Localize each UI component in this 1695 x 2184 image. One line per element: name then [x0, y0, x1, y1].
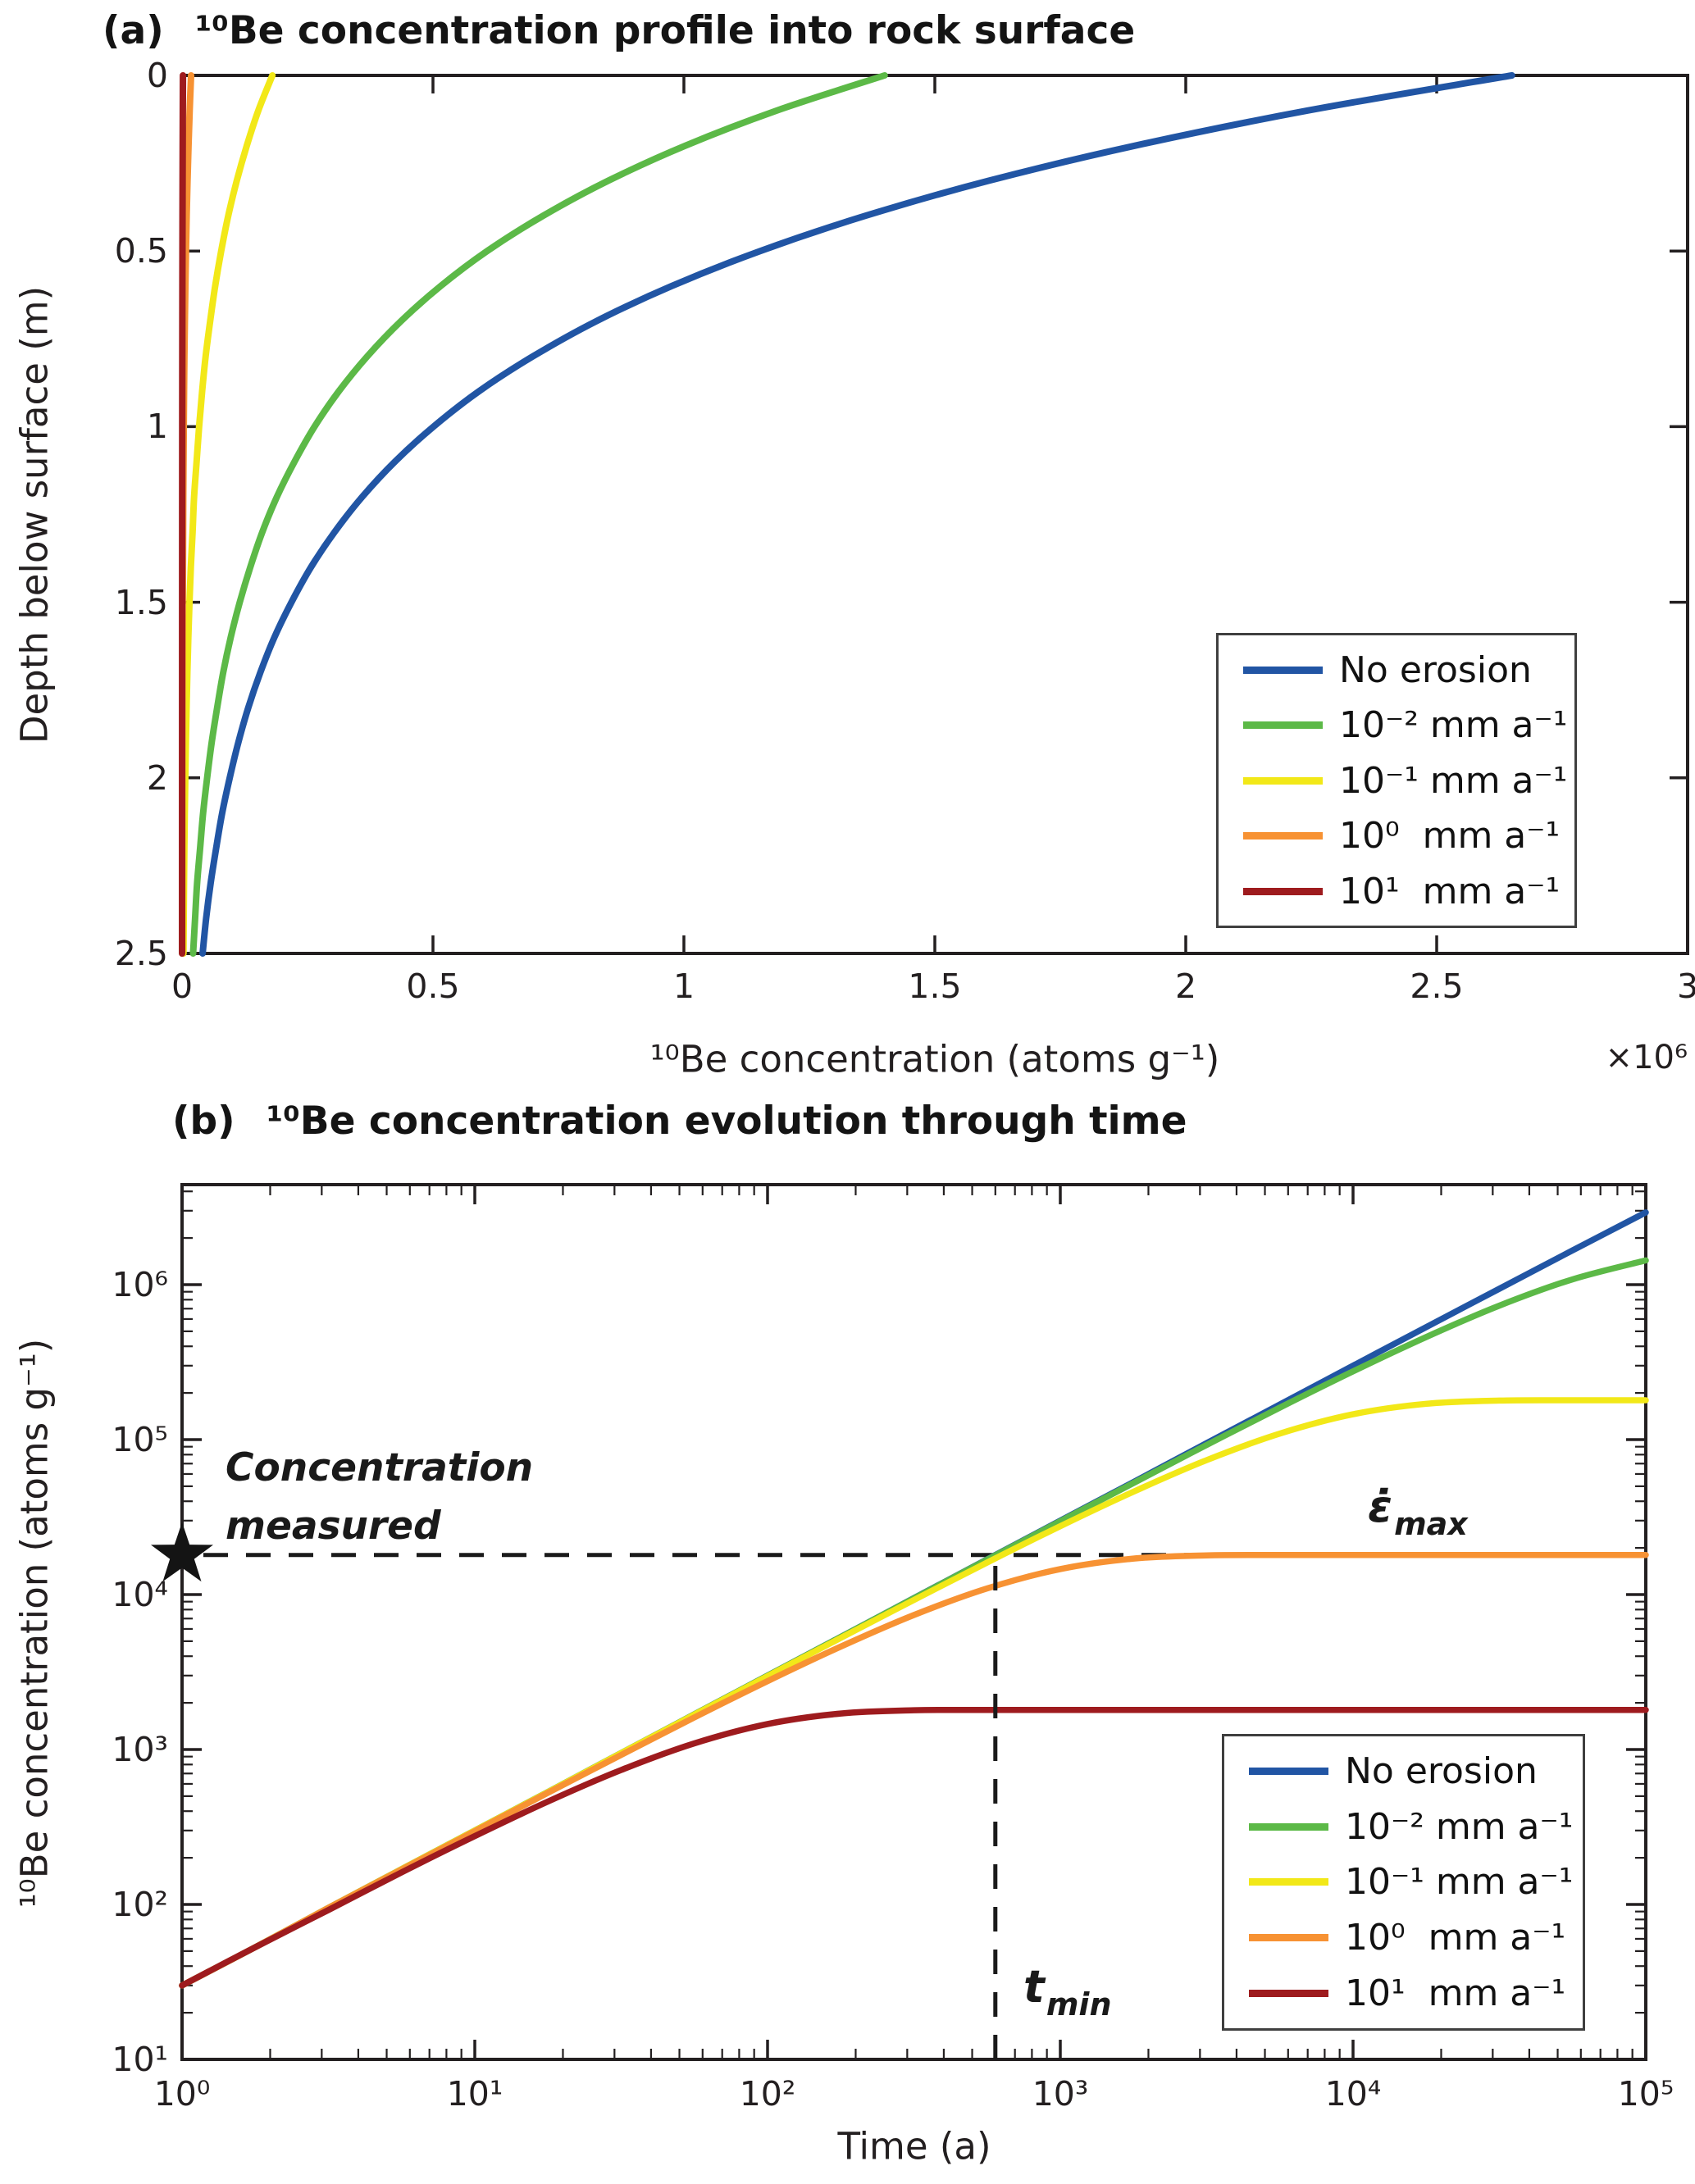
panel-a-xtick-label: 0.5 — [406, 967, 460, 1006]
panel-b-title-text: ¹⁰Be concentration evolution through tim… — [266, 1099, 1187, 1144]
legend-item-label: No erosion — [1345, 1749, 1538, 1792]
annotation-epsilon-max: ε̇max — [1368, 1481, 1468, 1542]
legend-panel-b: No erosion 10⁻² mm a⁻¹ 10⁻¹ mm a⁻¹ 10⁰ mm a… — [1222, 1734, 1585, 2031]
panel-a-ytick-label: 0.5 — [114, 231, 168, 271]
panel-b-xtick-label: 10⁵ — [1617, 2074, 1674, 2113]
legend-line-swatch — [1249, 1990, 1328, 1998]
legend-b-item-10-mm-a: 10⁰ mm a⁻¹ — [1224, 1917, 1583, 1959]
panel-b-ytick-label: 10⁶ — [112, 1265, 168, 1304]
panel-a-axis-multiplier: ×10⁶ — [1605, 1039, 1688, 1076]
t-symbol: t — [1023, 1961, 1045, 2013]
panel-b-xtick-label: 10¹ — [446, 2074, 503, 2113]
panel-b-ytick-label: 10¹ — [112, 2040, 168, 2079]
legend-a-item-10-mm-a: 10⁰ mm a⁻¹ — [1219, 815, 1574, 857]
legend-line-swatch — [1243, 666, 1323, 674]
panel-b-ytick-label: 10² — [112, 1885, 168, 1924]
legend-line-swatch — [1243, 721, 1323, 729]
panel-a-xtick-label: 2.5 — [1410, 967, 1464, 1006]
panel-a-ytick-label: 1 — [146, 407, 168, 447]
panel-a-ytick-label: 1.5 — [114, 582, 168, 622]
legend-b-item-10-mm-a: 10⁻¹ mm a⁻¹ — [1224, 1861, 1583, 1903]
panel-b-title: (b) ¹⁰Be concentration evolution through … — [172, 1099, 1187, 1144]
legend-line-swatch — [1249, 1878, 1328, 1886]
legend-item-label: 10⁰ mm a⁻¹ — [1339, 815, 1561, 857]
legend-item-label: No erosion — [1339, 648, 1532, 691]
panel-a-index-label: (a) — [103, 8, 164, 53]
legend-line-swatch — [1243, 776, 1323, 785]
panel-a-yaxis-label: Depth below surface (m) — [12, 285, 57, 744]
panel-a-xtick-label: 1.5 — [908, 967, 962, 1006]
panel-a-ytick-label: 2 — [146, 758, 168, 798]
legend-item-label: 10¹ mm a⁻¹ — [1345, 1972, 1566, 2015]
panel-a-xtick-label: 0 — [171, 967, 194, 1006]
legend-b-item-10-mm-a: 10⁻² mm a⁻¹ — [1224, 1806, 1583, 1848]
legend-line-swatch — [1249, 1767, 1328, 1775]
panel-a-ytick-label: 0 — [146, 56, 168, 95]
legend-line-swatch — [1249, 1822, 1328, 1831]
legend-b-item-no-erosion: No erosion — [1224, 1750, 1583, 1792]
legend-line-swatch — [1243, 887, 1323, 895]
legend-item-label: 10⁻² mm a⁻¹ — [1345, 1805, 1574, 1848]
panel-a-xtick-label: 2 — [1174, 967, 1197, 1006]
panel-a-ytick-label: 2.5 — [114, 934, 168, 973]
epsilon-dot-symbol: ε̇ — [1368, 1481, 1393, 1532]
panel-a-xtick-label: 1 — [672, 967, 695, 1006]
annotation-t-min: tmin — [1023, 1961, 1112, 2022]
panel-a-curve-no-erosion — [199, 72, 1515, 957]
legend-a-item-no-erosion: No erosion — [1219, 649, 1574, 691]
legend-a-item-10-mm-a: 10¹ mm a⁻¹ — [1219, 871, 1574, 912]
panel-b-ytick-label: 10⁴ — [112, 1575, 168, 1614]
legend-a-item-10-mm-a: 10⁻² mm a⁻¹ — [1219, 704, 1574, 746]
legend-panel-a: No erosion 10⁻² mm a⁻¹ 10⁻¹ mm a⁻¹ 10⁰ mm a… — [1216, 633, 1577, 928]
panel-b-yaxis-label: ¹⁰Be concentration (atoms g⁻¹) — [12, 1338, 57, 1909]
legend-item-label: 10¹ mm a⁻¹ — [1339, 870, 1561, 912]
panel-a-curve-10-mm-a — [189, 72, 888, 957]
legend-b-item-10-mm-a: 10¹ mm a⁻¹ — [1224, 1972, 1583, 2014]
panel-b-xaxis-label: Time (a) — [837, 2124, 991, 2168]
panel-a-xaxis-label: ¹⁰Be concentration (atoms g⁻¹) — [649, 1037, 1220, 1081]
panel-a-title-text: ¹⁰Be concentration profile into rock sur… — [194, 8, 1136, 53]
panel-b-curve-10-mm-a — [179, 1706, 1649, 1989]
panel-b-ytick-label: 10⁵ — [112, 1420, 168, 1459]
legend-line-swatch — [1249, 1934, 1328, 1942]
panel-b-ytick-label: 10³ — [112, 1730, 168, 1769]
legend-line-swatch — [1243, 832, 1323, 839]
panel-a-curve-10-mm-a — [180, 72, 276, 957]
panel-a-title: (a) ¹⁰Be concentration profile into rock … — [103, 8, 1135, 53]
panel-b-axes-box — [180, 1183, 1647, 2061]
panel-a-xtick-label: 3 — [1676, 967, 1695, 1006]
legend-a-item-10-mm-a: 10⁻¹ mm a⁻¹ — [1219, 760, 1574, 802]
panel-b-xtick-label: 10⁴ — [1324, 2074, 1382, 2113]
panel-a-curve-10-mm-a — [179, 72, 187, 957]
legend-item-label: 10⁰ mm a⁻¹ — [1345, 1917, 1566, 1959]
epsilon-max-subscript: max — [1394, 1506, 1468, 1542]
t-min-subscript: min — [1046, 1986, 1112, 2022]
panel-b-xtick-label: 10⁰ — [153, 2074, 211, 2113]
panel-b-xtick-label: 10³ — [1032, 2074, 1089, 2113]
panel-b-index-label: (b) — [172, 1099, 235, 1144]
measured-concentration-star-icon — [151, 1522, 213, 1582]
legend-item-label: 10⁻¹ mm a⁻¹ — [1345, 1861, 1574, 1904]
panel-b-xtick-label: 10² — [739, 2074, 796, 2113]
annotation-concentration-measured: Concentration measured — [226, 1445, 534, 1549]
legend-item-label: 10⁻² mm a⁻¹ — [1339, 704, 1568, 746]
legend-item-label: 10⁻¹ mm a⁻¹ — [1339, 759, 1568, 802]
